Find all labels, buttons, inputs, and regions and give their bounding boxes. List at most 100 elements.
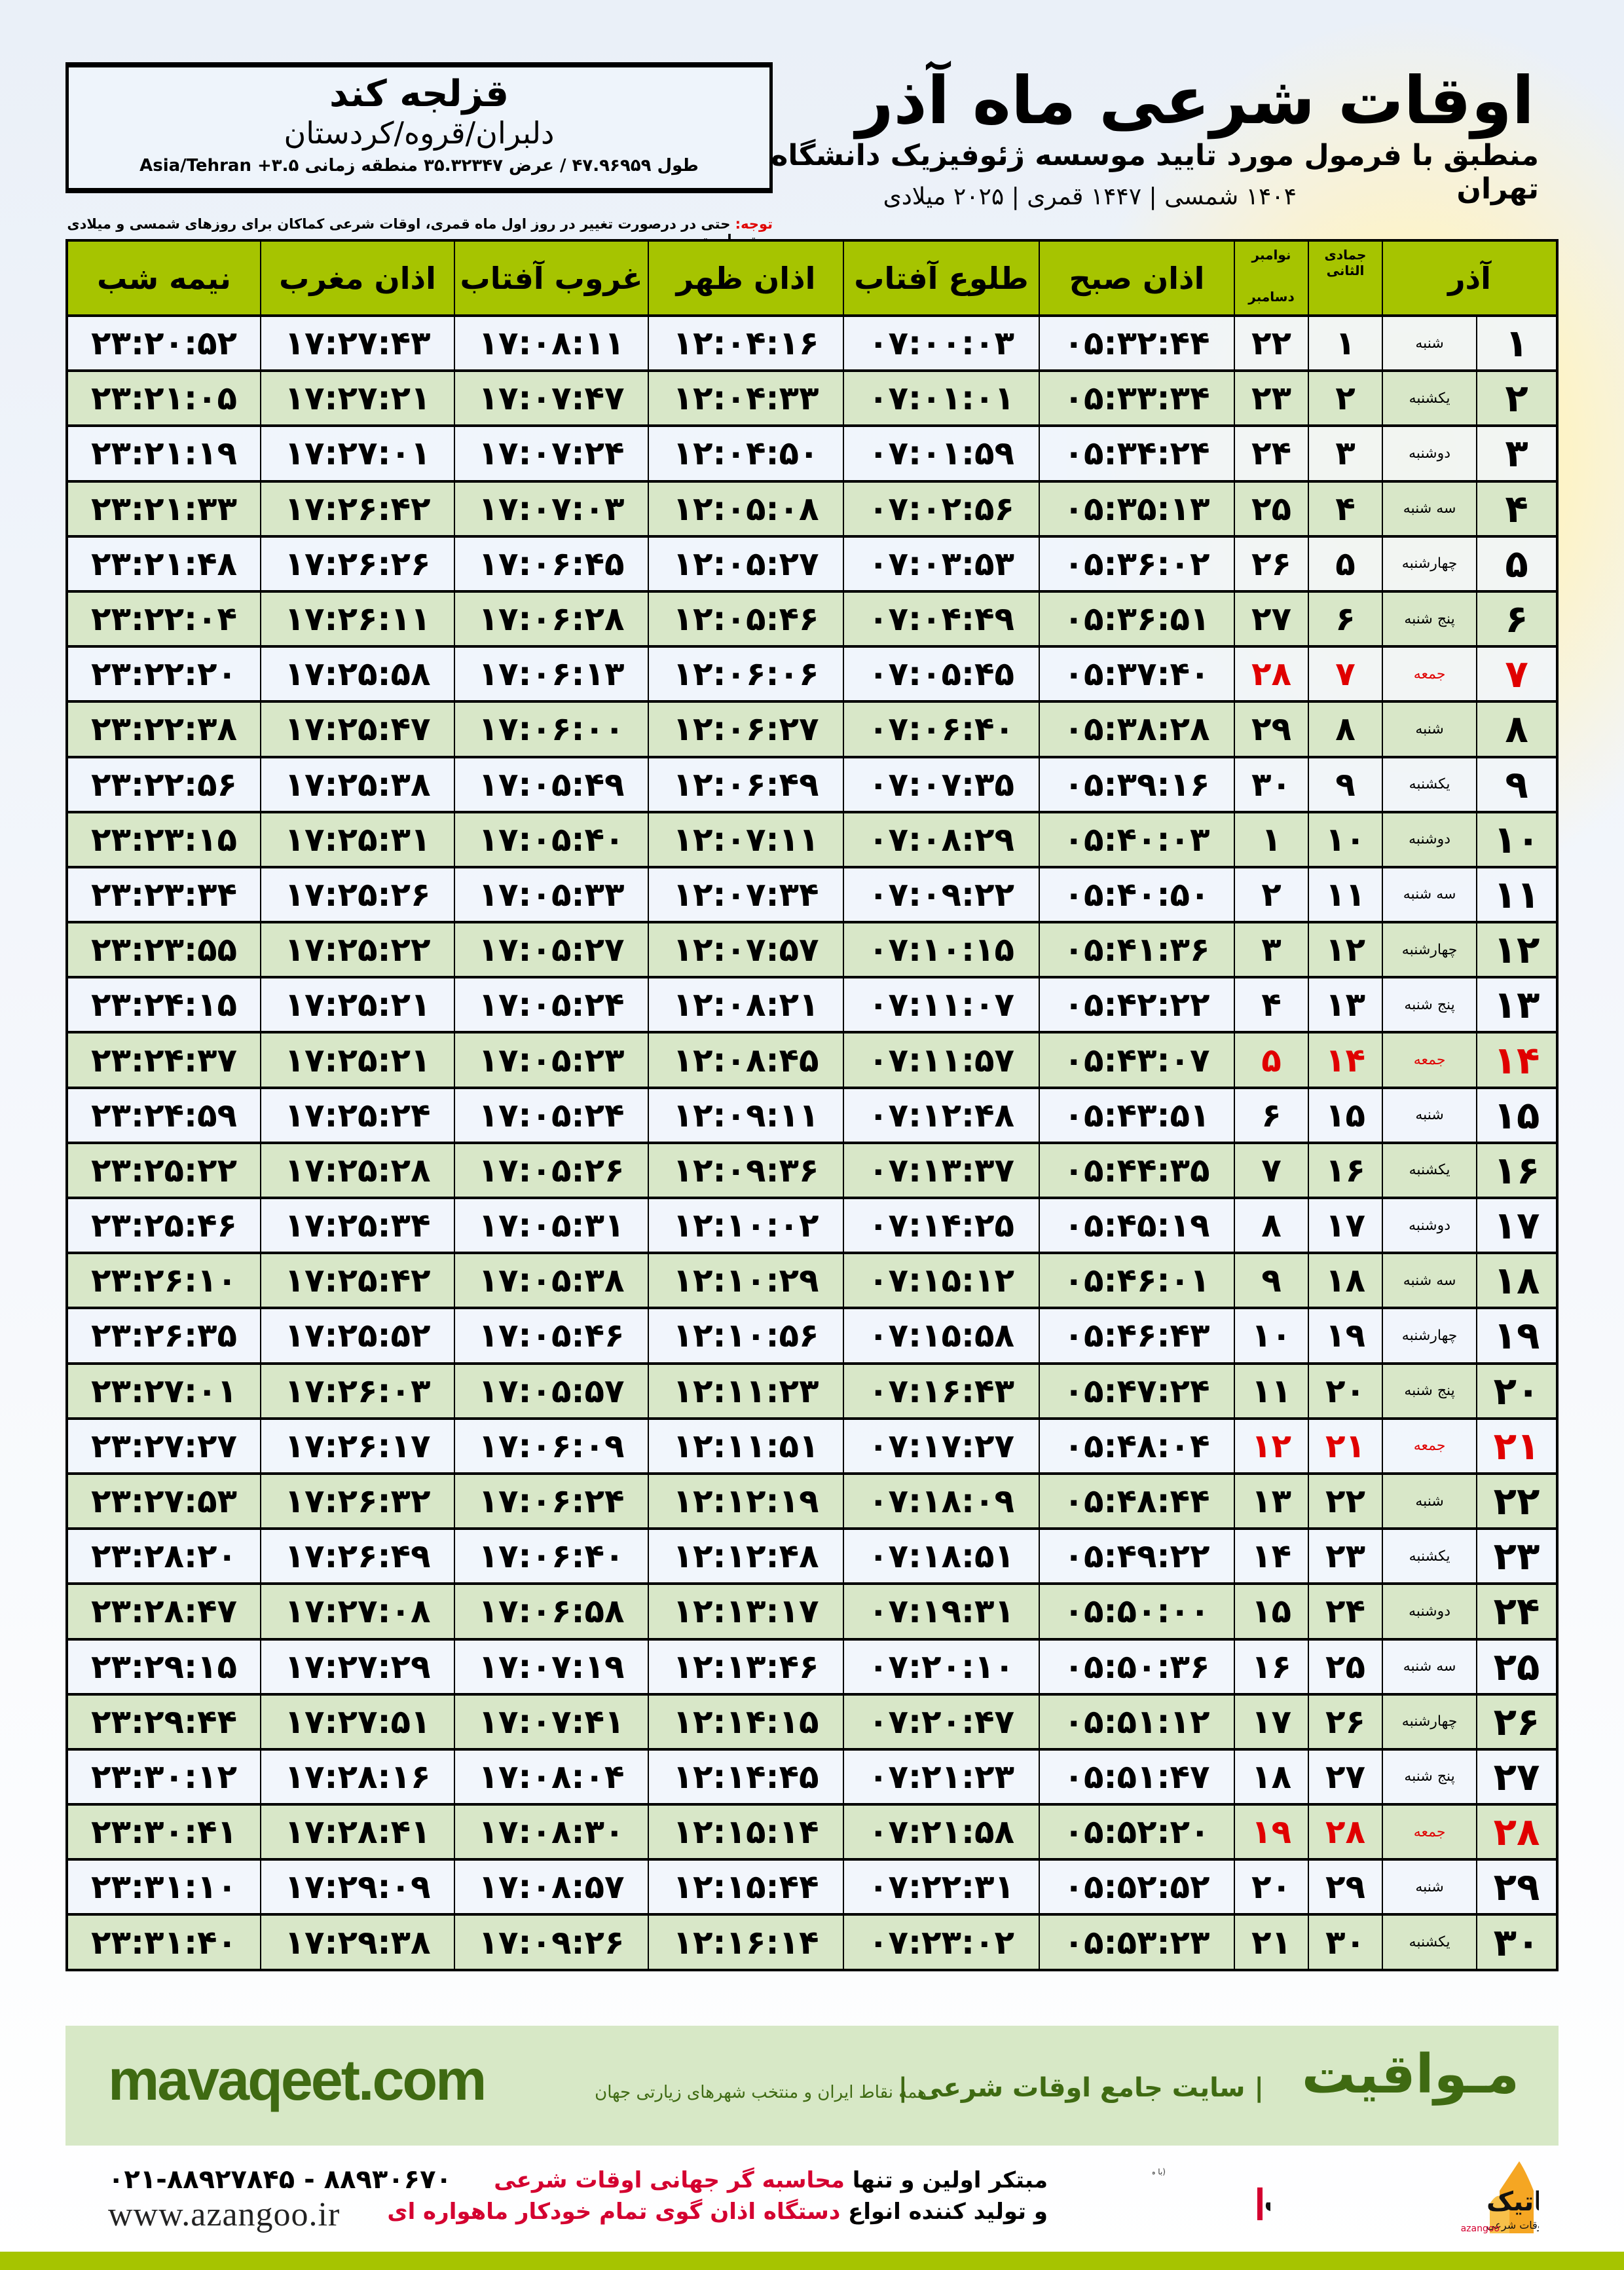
weekday: شنبه [1381,701,1478,758]
weekday: جمعه [1381,1418,1478,1475]
year-line: ۱۴۰۴ شمسی | ۱۴۴۷ قمری | ۲۰۲۵ میلادی [883,183,1297,210]
weekday: سه شنبه [1381,1639,1478,1696]
table-row: ۲۹ شنبه ۲۹ ۲۰ ۰۵:۵۲:۵۲ ۰۷:۲۲:۳۱ ۱۲:۱۵:۴۴ ۱۷:۰۸:… [66,1859,1558,1916]
dec-day: ۱۱ [1234,1363,1309,1420]
maghrib-time: ۱۷:۲۵:۲۸ [260,1142,455,1200]
weekday: پنج شنبه [1381,1749,1478,1806]
midnight-time: ۲۳:۲۴:۱۵ [66,977,261,1034]
midnight-time: ۲۳:۲۴:۳۷ [66,1032,261,1089]
midnight-time: ۲۳:۲۳:۱۵ [66,811,261,868]
weekday: پنج شنبه [1381,591,1478,648]
sunrise-time: ۰۷:۲۲:۳۱ [843,1859,1040,1916]
weekday: سه شنبه [1381,481,1478,538]
midnight-time: ۲۳:۳۰:۱۲ [66,1749,261,1806]
tagline: | سایت جامع اوقات شرعی | [898,2073,1264,2103]
day-number: ۳۰ [1476,1914,1558,1971]
dhuhr-time: ۱۲:۰۷:۵۷ [648,922,844,979]
day-number: ۱۹ [1476,1308,1558,1365]
day-number: ۳ [1476,426,1558,483]
weekday: دوشنبه [1381,1584,1478,1641]
sunrise-time: ۰۷:۰۵:۴۵ [843,646,1040,703]
note-label: توجه: [735,216,773,232]
maghrib-time: ۱۷:۲۸:۴۱ [260,1804,455,1861]
midnight-time: ۲۳:۲۸:۲۰ [66,1529,261,1586]
fajr-time: ۰۵:۳۶:۰۲ [1039,536,1235,593]
day-number: ۲۴ [1476,1584,1558,1641]
weekday: یکشنبه [1381,1914,1478,1971]
weekday: جمعه [1381,1804,1478,1861]
maghrib-time: ۱۷:۲۷:۲۱ [260,371,455,428]
dhuhr-time: ۱۲:۱۵:۴۴ [648,1859,844,1916]
fajr-time: ۰۵:۴۱:۳۶ [1039,922,1235,979]
midnight-time: ۲۳:۲۷:۰۱ [66,1363,261,1420]
weekday: یکشنبه [1381,1529,1478,1586]
maghrib-time: ۱۷:۲۵:۳۸ [260,756,455,813]
maghrib-time: ۱۷:۲۵:۲۱ [260,977,455,1034]
dhuhr-time: ۱۲:۱۰:۵۶ [648,1308,844,1365]
sunset-time: ۱۷:۰۶:۵۸ [454,1584,649,1641]
table-row: ۷ جمعه ۷ ۲۸ ۰۵:۳۷:۴۰ ۰۷:۰۵:۴۵ ۱۲:۰۶:۰۶ ۱۷:۰۶:۱۳… [66,646,1558,703]
dec-day: ۹ [1234,1253,1309,1310]
dec-day: ۲۲ [1234,316,1309,373]
midnight-time: ۲۳:۲۱:۱۹ [66,426,261,483]
table-row: ۲۴ دوشنبه ۲۴ ۱۵ ۰۵:۵۰:۰۰ ۰۷:۱۹:۳۱ ۱۲:۱۳:۱۷ ۱۷:۰… [66,1584,1558,1641]
dhuhr-time: ۱۲:۱۳:۴۶ [648,1639,844,1696]
svg-text:(با مسئولیت محدود): (با مسئولیت محدود) [1153,2167,1166,2177]
dec-day: ۸ [1234,1198,1309,1255]
sunset-time: ۱۷:۰۵:۴۶ [454,1308,649,1365]
sunset-time: ۱۷:۰۶:۰۰ [454,701,649,758]
dec-day: ۱ [1234,811,1309,868]
maghrib-time: ۱۷:۲۶:۱۷ [260,1418,455,1475]
jumada-day: ۲۶ [1308,1694,1383,1751]
jumada-day: ۱۵ [1308,1087,1383,1144]
jumada-day: ۲۰ [1308,1363,1383,1420]
col-maghrib: اذان مغرب [260,240,455,317]
fajr-time: ۰۵:۵۲:۵۲ [1039,1859,1235,1916]
sunrise-time: ۰۷:۰۴:۴۹ [843,591,1040,648]
sunrise-time: ۰۷:۱۵:۱۲ [843,1253,1040,1310]
azangoo-link[interactable]: www.azangoo.ir [108,2196,341,2233]
day-number: ۲ [1476,371,1558,428]
table-row: ۲۵ سه شنبه ۲۵ ۱۶ ۰۵:۵۰:۳۶ ۰۷:۲۰:۱۰ ۱۲:۱۳:۴۶ ۱۷:… [66,1639,1558,1696]
maghrib-time: ۱۷:۲۹:۳۸ [260,1914,455,1971]
site-link[interactable]: mavaqeet.com [108,2047,487,2112]
sunrise-time: ۰۷:۰۰:۰۳ [843,316,1040,373]
dec-day: ۱۲ [1234,1418,1309,1475]
dec-day: ۱۵ [1234,1584,1309,1641]
maghrib-time: ۱۷:۲۸:۱۶ [260,1749,455,1806]
dec-day: ۱۹ [1234,1804,1309,1861]
dec-day: ۳ [1234,922,1309,979]
dec-day: ۲۸ [1234,646,1309,703]
day-number: ۱۶ [1476,1142,1558,1200]
fajr-time: ۰۵:۳۵:۱۳ [1039,481,1235,538]
promo-1a: مبتکر اولین و تنها [844,2167,1048,2193]
rayanik-logo: رایانیک (با مسئولیت محدود) [1099,2161,1369,2233]
day-number: ۷ [1476,646,1558,703]
dhuhr-time: ۱۲:۱۴:۱۵ [648,1694,844,1751]
maghrib-time: ۱۷:۲۶:۰۳ [260,1363,455,1420]
dhuhr-time: ۱۲:۰۷:۱۱ [648,811,844,868]
mavaqeet-banner [65,2026,1559,2146]
sunset-time: ۱۷:۰۷:۱۹ [454,1639,649,1696]
brand-name: مـواقیت [1301,2043,1519,2106]
dec-day: ۲۰ [1234,1859,1309,1916]
maghrib-time: ۱۷:۲۷:۴۳ [260,316,455,373]
jumada-day: ۱۳ [1308,977,1383,1034]
region-name: دلبران/قروه/کردستان [284,115,555,151]
jumada-day: ۱۸ [1308,1253,1383,1310]
sunrise-time: ۰۷:۱۳:۳۷ [843,1142,1040,1200]
table-row: ۱۰ دوشنبه ۱۰ ۱ ۰۵:۴۰:۰۳ ۰۷:۰۸:۲۹ ۱۲:۰۷:۱۱ ۱۷:۰۵… [66,811,1558,868]
sunset-time: ۱۷:۰۸:۰۴ [454,1749,649,1806]
maghrib-time: ۱۷:۲۵:۲۴ [260,1087,455,1144]
midnight-time: ۲۳:۲۲:۲۰ [66,646,261,703]
page-title: اوقات شرعی ماه آذر [855,62,1535,139]
sunset-time: ۱۷:۰۵:۳۸ [454,1253,649,1310]
table-row: ۲۶ چهارشنبه ۲۶ ۱۷ ۰۵:۵۱:۱۲ ۰۷:۲۰:۴۷ ۱۲:۱۴:۱۵ ۱۷… [66,1694,1558,1751]
sunset-time: ۱۷:۰۸:۵۷ [454,1859,649,1916]
midnight-time: ۲۳:۲۳:۵۵ [66,922,261,979]
midnight-time: ۲۳:۲۷:۲۷ [66,1418,261,1475]
fajr-time: ۰۵:۴۲:۲۲ [1039,977,1235,1034]
jumada-day: ۲۸ [1308,1804,1383,1861]
